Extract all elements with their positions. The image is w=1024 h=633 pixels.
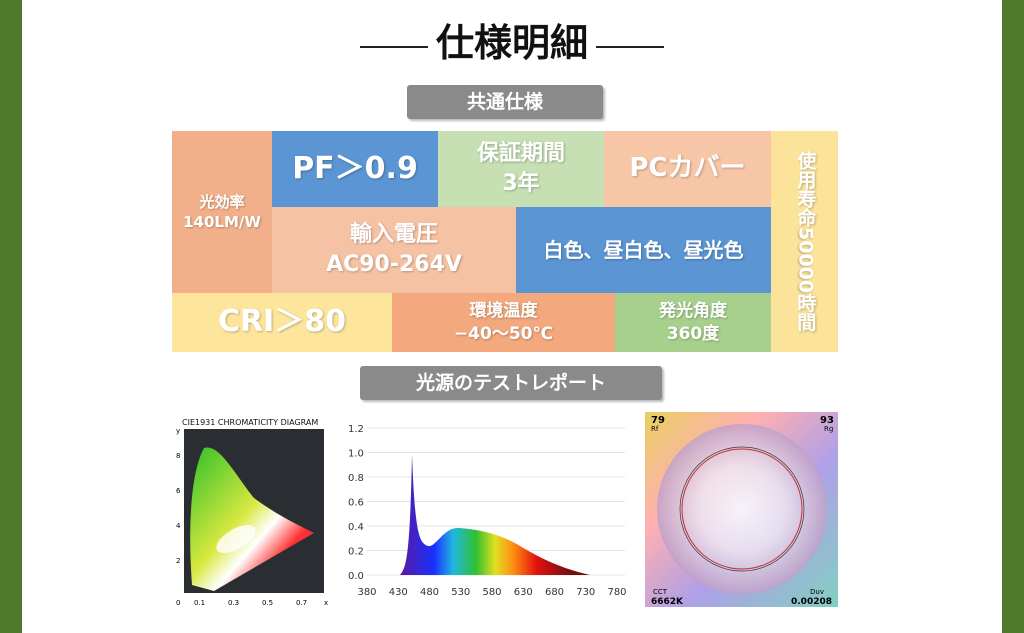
tile-text: 保証期間 xyxy=(476,141,565,167)
tick-label: 8 xyxy=(176,452,180,460)
tm30-chart: 79 Rf 93 Rg CCT 6662K Duv 0.00208 xyxy=(645,412,838,607)
x-tick-label: 380 xyxy=(357,587,376,598)
tile-text: 50000時間 xyxy=(794,227,817,332)
spec-tile: 白色、昼白色、昼光色 xyxy=(516,207,771,293)
section-label: 光源のテストレポート xyxy=(360,366,662,400)
cie-title: CIE1931 CHROMATICITY DIAGRAM xyxy=(182,418,318,427)
border xyxy=(0,0,22,633)
spectrum-chart: 1.2 1.0 0.8 0.6 0.4 0.2 0.0 380 430 480 530 580 630 6… xyxy=(348,424,627,598)
spec-tile: 使用寿命 50000時間 xyxy=(771,131,838,352)
spec-tile: PCカバー xyxy=(604,131,771,207)
label: Rg xyxy=(824,425,833,433)
x-tick-label: 530 xyxy=(451,587,470,598)
spec-tile: PF＞0.9 xyxy=(272,131,438,207)
tick-label: 0.7 xyxy=(296,599,307,607)
border xyxy=(1002,0,1024,633)
cie-diagram: CIE1931 CHROMATICITY DIAGRAM y x 8 6 4 2 0 0.… xyxy=(174,413,330,607)
spec-tile: 環境温度 −40～50℃ xyxy=(392,293,615,352)
tick-label: 6 xyxy=(176,487,181,495)
tile-text: 光効率 xyxy=(199,192,245,211)
y-tick-label: 0.4 xyxy=(348,522,364,533)
tile-text: −40～50℃ xyxy=(453,323,554,344)
label: Duv xyxy=(810,588,824,596)
title: 仕様明細 xyxy=(0,12,1024,67)
y-tick-label: 1.2 xyxy=(348,424,364,435)
title-text: 仕様明細 xyxy=(435,20,588,65)
spec-tile: CRI＞80 xyxy=(172,293,392,352)
tick-label: 0.5 xyxy=(262,599,273,607)
tick-label: 2 xyxy=(176,557,180,565)
tile-text: PF＞0.9 xyxy=(292,150,418,186)
tile-text: 発光角度 xyxy=(659,300,727,321)
y-tick-label: 0.0 xyxy=(348,571,364,582)
spec-tile: 輸入電圧 AC90-264V xyxy=(272,207,516,293)
spec-tile: 発光角度 360度 xyxy=(615,293,771,352)
tile-text: 環境温度 xyxy=(469,300,538,321)
cct-value: 6662K xyxy=(651,597,684,607)
x-tick-label: 580 xyxy=(482,587,501,598)
x-tick-label: 630 xyxy=(514,587,533,598)
spec-tile: 保証期間 3年 xyxy=(438,131,604,207)
tile-text: 白色、昼白色、昼光色 xyxy=(543,237,744,262)
tile-text: 輸入電圧 xyxy=(349,222,438,248)
label: Rf xyxy=(651,425,659,433)
x-tick-label: 730 xyxy=(576,587,595,598)
x-tick-label: 780 xyxy=(607,587,626,598)
y-tick-label: 1.0 xyxy=(348,449,364,460)
label: CCT xyxy=(653,588,668,596)
tile-text: 使用寿命 xyxy=(794,151,817,228)
y-tick-label: 0.6 xyxy=(348,498,364,509)
x-tick-label: 680 xyxy=(545,587,564,598)
tick-label: 4 xyxy=(176,522,181,530)
x-tick-label: 430 xyxy=(389,587,408,598)
spec-tile: 光効率 140LM/W xyxy=(172,131,272,293)
axis-label: y xyxy=(176,427,180,435)
duv-value: 0.00208 xyxy=(791,597,832,607)
tile-text: 3年 xyxy=(502,171,540,196)
rg-value: 93 xyxy=(820,415,834,426)
rf-value: 79 xyxy=(651,415,665,426)
y-tick-label: 0.2 xyxy=(348,547,364,558)
axis-label: x xyxy=(324,599,328,607)
y-tick-label: 0.8 xyxy=(348,473,364,484)
tick-label: 0 xyxy=(176,599,180,607)
tile-text: AC90-264V xyxy=(326,252,462,277)
tile-text: PCカバー xyxy=(629,153,746,184)
tile-text: 140LM/W xyxy=(183,213,261,231)
tile-text: CRI＞80 xyxy=(217,304,347,340)
x-tick-label: 480 xyxy=(420,587,439,598)
section-label: 共通仕様 xyxy=(407,85,603,119)
tick-label: 0.1 xyxy=(194,599,205,607)
tile-text: 360度 xyxy=(666,323,720,344)
tick-label: 0.3 xyxy=(228,599,239,607)
